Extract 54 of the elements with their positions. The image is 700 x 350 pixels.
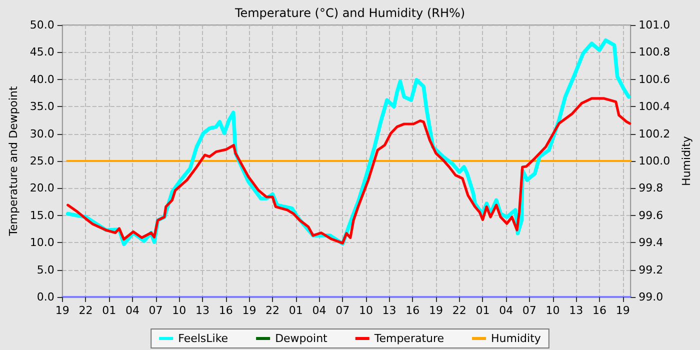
y-tick-label: 35.0 <box>30 100 54 114</box>
y2-tick-label: 99.6 <box>638 208 664 222</box>
x-tick-label: 13 <box>569 304 584 317</box>
x-tick-label: 10 <box>546 304 560 317</box>
y-tick-label: 30.0 <box>30 127 54 140</box>
x-tick-label: 16 <box>218 304 233 317</box>
y2-tick-label: 100.0 <box>638 154 670 168</box>
legend-label: Humidity <box>491 332 542 345</box>
y-tick-label: 50.0 <box>30 18 54 32</box>
x-tick-label: 04 <box>125 304 140 317</box>
y2-tick-label: 100.8 <box>638 46 670 59</box>
x-tick-label: 10 <box>172 304 186 317</box>
y2-tick-label: 100.6 <box>638 72 670 86</box>
y2-tick-label: 99.8 <box>638 182 664 195</box>
x-tick-label: 19 <box>242 304 256 317</box>
x-tick-label: 22 <box>452 304 466 317</box>
y-tick-label: 15.0 <box>30 208 54 222</box>
legend-label: FeelsLike <box>178 332 228 345</box>
y2-axis-title: Humidity <box>680 136 693 186</box>
y-tick-label: 25.0 <box>30 154 54 168</box>
x-tick-label: 13 <box>196 304 210 317</box>
y2-tick-label: 100.4 <box>638 100 670 114</box>
x-tick-label: 10 <box>358 304 373 317</box>
x-tick-label: 19 <box>616 304 630 317</box>
y-tick-label: 0.0 <box>36 290 54 304</box>
x-tick-label: 22 <box>78 304 93 317</box>
x-tick-label: 01 <box>476 304 490 317</box>
x-tick-label: 01 <box>288 304 303 317</box>
x-tick-label: 07 <box>336 304 350 317</box>
x-tick-label: 04 <box>499 304 514 317</box>
y-axis-title: Temperature and Dewpoint <box>7 85 20 237</box>
y-tick-label: 40.0 <box>30 72 54 86</box>
y-tick-label: 5.0 <box>36 263 54 276</box>
y2-tick-label: 99.4 <box>638 236 664 250</box>
y-tick-label: 45.0 <box>30 46 54 59</box>
x-tick-label: 04 <box>312 304 326 317</box>
x-tick-label: 16 <box>592 304 606 317</box>
x-tick-label: 01 <box>102 304 116 317</box>
y-tick-label: 20.0 <box>30 182 54 195</box>
y2-tick-label: 101.0 <box>638 18 670 32</box>
x-tick-label: 22 <box>266 304 280 317</box>
x-tick-label: 19 <box>55 304 70 317</box>
legend-label: Dewpoint <box>275 332 328 345</box>
y-tick-label: 10.0 <box>30 236 54 250</box>
legend-label: Temperature <box>373 332 444 345</box>
x-tick-label: 19 <box>429 304 444 317</box>
y2-tick-label: 99.0 <box>638 290 664 304</box>
chart-title: Temperature (°C) and Humidity (RH%) <box>234 6 466 20</box>
x-tick-label: 07 <box>522 304 536 317</box>
y2-tick-label: 100.2 <box>638 127 670 140</box>
x-tick-label: 16 <box>406 304 420 317</box>
x-tick-label: 07 <box>148 304 163 317</box>
y2-tick-label: 99.2 <box>638 263 664 276</box>
x-tick-label: 13 <box>382 304 396 317</box>
